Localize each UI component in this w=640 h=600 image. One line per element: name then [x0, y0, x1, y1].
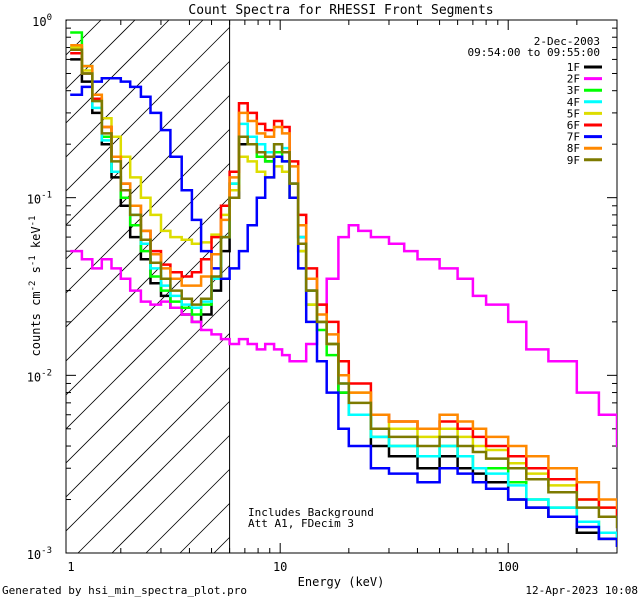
y-tick-label: 10-1: [27, 191, 52, 207]
y-axis-label-exp1: -2: [28, 281, 38, 292]
series-line-7F: [70, 77, 617, 547]
hatch-line: [66, 333, 230, 498]
hatch-line: [66, 265, 230, 430]
date-label: 2-Dec-2003: [534, 35, 600, 48]
y-tick-base: 10: [27, 548, 41, 562]
y-axis-label-counts: counts cm: [29, 291, 43, 356]
y-tick-exponent: 0: [47, 13, 52, 23]
y-tick-exponent: -2: [41, 368, 52, 378]
time-range-label: 09:54:00 to 09:55:00: [468, 46, 600, 59]
legend-label-5F: 5F: [567, 107, 580, 120]
annotation-background: Includes Background: [248, 506, 374, 519]
x-axis-tick-labels: 1 10 100: [67, 560, 519, 574]
hatch-line: [111, 435, 230, 553]
x-axis-label: Energy (keV): [298, 575, 385, 589]
legend-label-1F: 1F: [567, 61, 580, 74]
hatch-line: [66, 20, 204, 158]
series-line-9F: [70, 48, 617, 529]
legend-label-7F: 7F: [567, 131, 580, 144]
y-axis-label-kev: keV: [29, 226, 43, 255]
x-axis-ticks: [120, 20, 618, 553]
legend-label-9F: 9F: [567, 154, 580, 167]
hatch-line: [213, 537, 230, 553]
x-tick-label: 100: [497, 560, 519, 574]
x-tick-label: 10: [273, 560, 287, 574]
plot-frame: [65, 19, 618, 554]
legend-label-2F: 2F: [567, 73, 580, 86]
y-axis-label-s: s: [29, 266, 43, 280]
legend-label-6F: 6F: [567, 119, 580, 132]
chart-title: Count Spectra for RHESSI Front Segments: [188, 3, 493, 18]
hatch-line: [66, 367, 230, 532]
y-tick-base: 10: [27, 193, 41, 207]
y-tick-exponent: -3: [41, 546, 52, 556]
legend-label-4F: 4F: [567, 96, 580, 109]
hatch-line: [179, 503, 230, 553]
x-tick-label: 1: [67, 560, 74, 574]
hatch-line: [77, 401, 230, 553]
legend-label-8F: 8F: [567, 142, 580, 155]
hatch-line: [145, 469, 230, 553]
y-tick-label: 10-2: [27, 368, 52, 384]
y-tick-base: 10: [32, 15, 46, 29]
series-line-5F: [70, 46, 617, 518]
hatch-line: [66, 20, 170, 124]
hatch-line: [66, 20, 136, 90]
series-line-2F: [70, 223, 617, 448]
legend-label-3F: 3F: [567, 84, 580, 97]
y-tick-label: 10-3: [27, 546, 52, 562]
y-axis-label-exp2: -1: [28, 255, 38, 266]
series-group: [70, 31, 617, 547]
y-axis-label-exp3: -1: [28, 216, 38, 227]
hatch-line: [66, 61, 230, 226]
hatch-line: [66, 163, 230, 328]
footer-timestamp: 12-Apr-2023 10:08: [525, 584, 638, 597]
y-axis-label: counts cm-2 s-1 keV-1: [28, 216, 43, 357]
footer-generated-by: Generated by hsi_min_spectra_plot.pro: [2, 584, 247, 597]
y-tick-base: 10: [27, 370, 41, 384]
y-tick-label: 100: [32, 13, 52, 29]
hatch-line: [66, 27, 230, 192]
annotation-attenuator: Att A1, FDecim 3: [248, 517, 354, 530]
y-tick-exponent: -1: [41, 191, 52, 201]
hatch-line: [66, 95, 230, 260]
